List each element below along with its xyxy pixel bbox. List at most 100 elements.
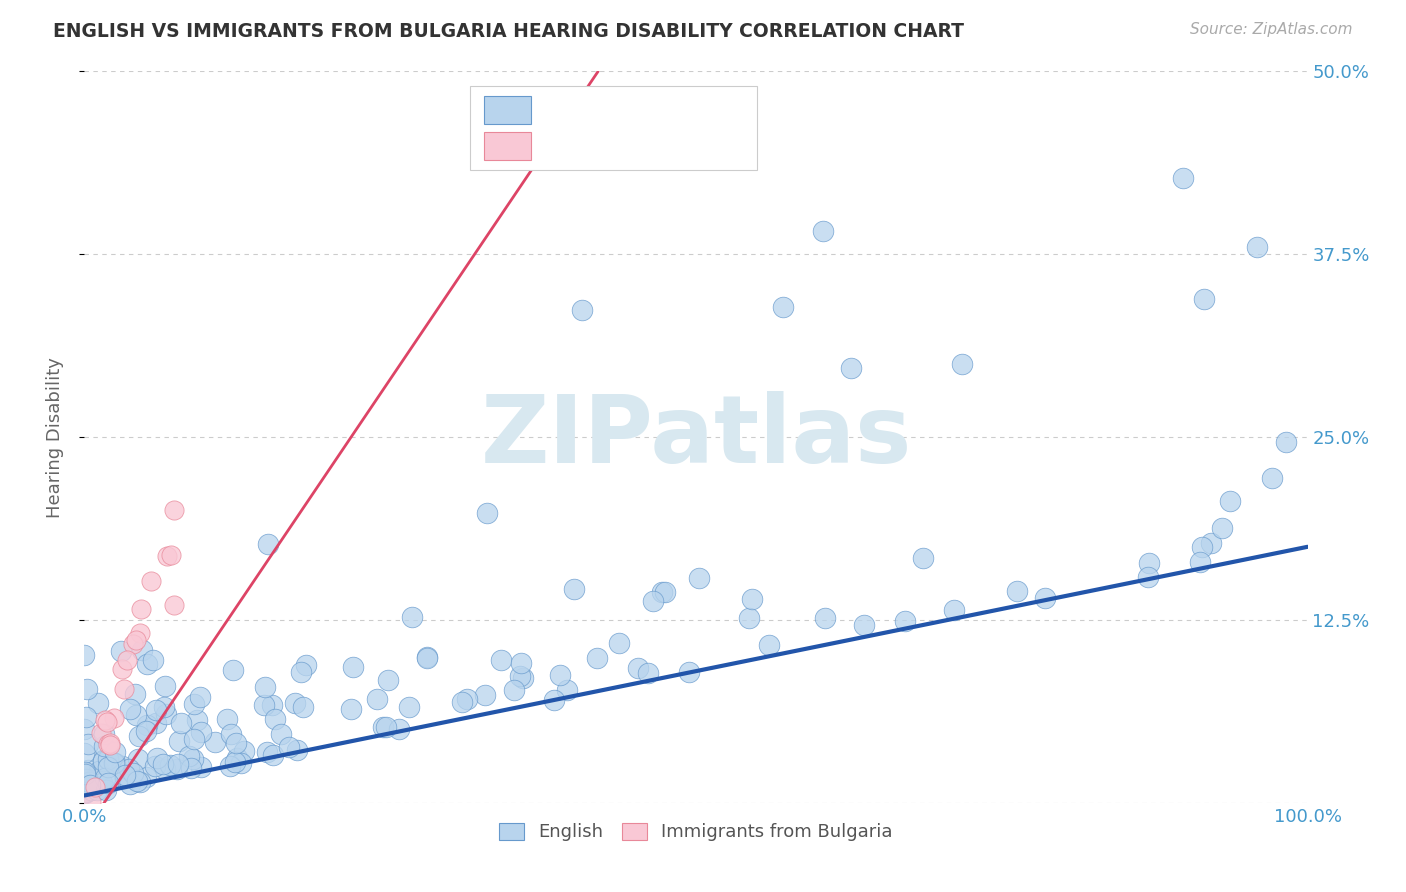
Point: [94, 782, 117, 797]
Point: [125, 632, 148, 647]
Point: [183, 731, 205, 746]
Point: [654, 585, 676, 599]
Point: [474, 688, 496, 702]
Point: [893, 615, 915, 629]
Point: [509, 669, 531, 683]
Point: [548, 668, 571, 682]
Point: [91, 753, 114, 767]
Point: [75, 710, 97, 724]
Point: [73, 648, 96, 663]
Point: [153, 700, 176, 714]
Point: [772, 300, 794, 314]
Point: [86, 782, 108, 797]
Point: [942, 603, 965, 617]
Point: [456, 692, 478, 706]
Point: [135, 770, 157, 784]
Point: [90, 725, 112, 739]
Text: ZIPatlas: ZIPatlas: [481, 391, 911, 483]
Point: [555, 682, 578, 697]
Point: [758, 638, 780, 652]
Point: [73, 772, 96, 786]
Point: [111, 759, 134, 773]
Text: ENGLISH VS IMMIGRANTS FROM BULGARIA HEARING DISABILITY CORRELATION CHART: ENGLISH VS IMMIGRANTS FROM BULGARIA HEAR…: [53, 22, 965, 41]
Point: [76, 772, 98, 786]
Point: [145, 703, 167, 717]
Point: [155, 706, 177, 721]
Point: [163, 599, 186, 613]
Point: [627, 661, 650, 675]
Point: [103, 756, 125, 771]
Point: [89, 764, 111, 779]
Point: [170, 716, 193, 731]
Point: [146, 751, 169, 765]
Point: [225, 751, 247, 765]
Point: [180, 761, 202, 775]
Point: [229, 756, 252, 770]
Point: [125, 707, 148, 722]
FancyBboxPatch shape: [484, 132, 531, 160]
Point: [73, 746, 96, 760]
Point: [97, 752, 120, 766]
Point: [224, 755, 246, 769]
Point: [609, 636, 631, 650]
Point: [342, 660, 364, 674]
Point: [225, 736, 247, 750]
Point: [117, 653, 139, 667]
Point: [204, 735, 226, 749]
Point: [290, 665, 312, 679]
Point: [1033, 591, 1056, 605]
Point: [1192, 292, 1215, 306]
Point: [264, 712, 287, 726]
Point: [1261, 471, 1284, 485]
Point: [80, 796, 103, 810]
Point: [73, 786, 96, 800]
Point: [131, 643, 153, 657]
Point: [911, 551, 934, 566]
Point: [127, 774, 149, 789]
Point: [75, 775, 97, 789]
Point: [98, 738, 121, 752]
Point: [118, 762, 141, 776]
Point: [278, 740, 301, 755]
Point: [218, 759, 240, 773]
Point: [77, 774, 100, 789]
Point: [262, 698, 284, 712]
Point: [509, 656, 531, 670]
Point: [79, 778, 101, 792]
Point: [232, 744, 254, 758]
Point: [76, 682, 98, 697]
Point: [93, 739, 115, 753]
Point: [950, 357, 973, 371]
Point: [162, 503, 184, 517]
Point: [1219, 493, 1241, 508]
Point: [77, 738, 100, 752]
Point: [104, 745, 127, 759]
Point: [503, 683, 526, 698]
Point: [153, 679, 176, 693]
Point: [73, 766, 96, 780]
Point: [131, 601, 153, 615]
Point: [120, 702, 142, 716]
Y-axis label: Hearing Disability: Hearing Disability: [45, 357, 63, 517]
Point: [738, 611, 761, 625]
Point: [270, 727, 292, 741]
Point: [167, 734, 190, 748]
Point: [284, 696, 307, 710]
Point: [543, 693, 565, 707]
Point: [1246, 240, 1268, 254]
Point: [562, 582, 585, 596]
Point: [811, 224, 834, 238]
Point: [1188, 555, 1211, 569]
Point: [294, 658, 316, 673]
Point: [651, 585, 673, 599]
Point: [253, 680, 276, 694]
Legend: English, Immigrants from Bulgaria: English, Immigrants from Bulgaria: [492, 815, 900, 848]
Point: [285, 742, 308, 756]
Point: [188, 690, 211, 704]
Point: [1005, 584, 1028, 599]
Point: [489, 653, 512, 667]
FancyBboxPatch shape: [470, 86, 758, 170]
Point: [741, 592, 763, 607]
Point: [451, 695, 474, 709]
Text: Source: ZipAtlas.com: Source: ZipAtlas.com: [1189, 22, 1353, 37]
